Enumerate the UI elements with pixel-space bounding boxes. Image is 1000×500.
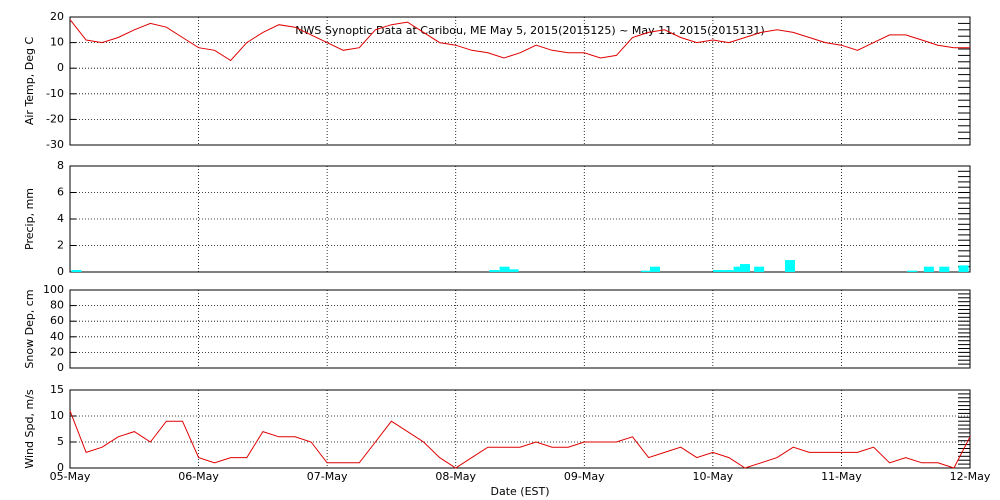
x-tick-label: 05-May [50,470,91,483]
x-tick-label: 12-May [950,470,991,483]
y-tick-label: 20 [50,10,64,23]
y-axis-label: Precip, mm [23,188,36,250]
x-tick-label: 10-May [692,470,733,483]
x-tick-label: 07-May [307,470,348,483]
bar [923,266,934,272]
y-tick-label: 8 [57,159,64,172]
y-tick-label: 0 [57,461,64,474]
y-tick-label: 10 [50,409,64,422]
y-tick-label: 2 [57,239,64,252]
series-line [69,410,971,469]
y-tick-label: -20 [46,112,64,125]
y-axis-label: Wind Spd, m/s [23,389,36,469]
y-tick-label: -10 [46,87,64,100]
y-tick-label: 0 [57,361,64,374]
bar [489,270,500,272]
bar [71,270,82,272]
y-tick-label: 0 [57,61,64,74]
y-axis-label: Air Temp, Deg C [23,37,36,126]
series-line [69,19,970,62]
y-tick-label: 10 [50,36,64,49]
bar [754,266,765,272]
bar [939,266,950,272]
y-tick-label: -30 [46,138,64,151]
y-tick-label: 80 [50,299,64,312]
y-tick-label: 20 [50,345,64,358]
bar [740,264,750,272]
y-tick-label: 15 [50,383,64,396]
x-axis-label: Date (EST) [490,485,549,498]
bar [958,265,969,272]
x-tick-label: 08-May [435,470,476,483]
y-tick-label: 4 [57,212,64,225]
bar [641,270,651,272]
x-tick-label: 09-May [564,470,605,483]
y-tick-label: 60 [50,314,64,327]
bar [733,266,744,272]
chart-title: NWS Synoptic Data at Caribou, ME May 5, … [295,24,764,37]
y-tick-label: 6 [57,186,64,199]
bar [907,270,918,272]
plot-frame [69,389,971,469]
plot-frame [69,289,971,369]
bar [650,266,660,272]
bar [508,269,519,272]
x-tick-label: 11-May [821,470,862,483]
bar [499,266,510,272]
y-tick-label: 0 [57,265,64,278]
bar [785,260,795,272]
y-tick-label: 100 [43,283,64,296]
y-axis-label: Snow Dep, cm [23,289,36,368]
bar [723,270,734,272]
y-tick-label: 5 [57,435,64,448]
bar [713,270,723,272]
y-tick-label: 40 [50,330,64,343]
x-tick-label: 06-May [178,470,219,483]
